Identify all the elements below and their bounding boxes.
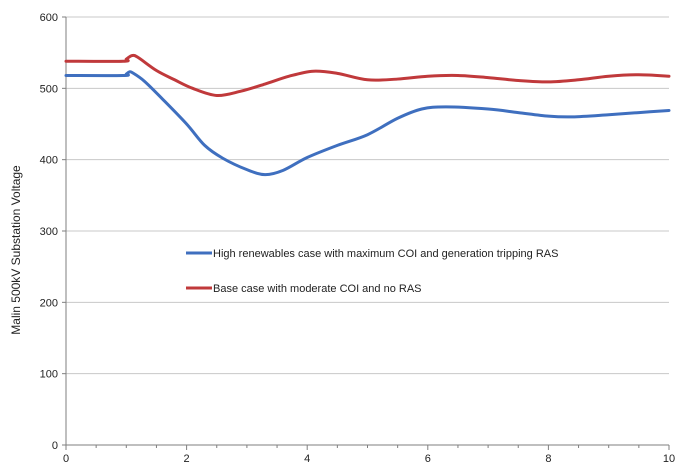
axes xyxy=(62,16,670,450)
y-axis-label: Malin 500kV Substation Voltage xyxy=(9,165,23,335)
y-tick-label: 200 xyxy=(40,297,58,309)
tick-labels: 0 100 200 300 400 500 600 0 2 4 6 8 10 xyxy=(40,12,675,465)
y-tick-label: 300 xyxy=(40,226,58,238)
x-tick-label: 10 xyxy=(663,453,675,465)
legend: High renewables case with maximum COI an… xyxy=(186,248,558,295)
series-line-2 xyxy=(64,53,671,97)
legend-label-1: High renewables case with maximum COI an… xyxy=(213,248,558,260)
x-tick-label: 6 xyxy=(425,453,431,465)
series-lines xyxy=(64,53,671,177)
grid-lines xyxy=(66,16,669,375)
y-tick-label: 600 xyxy=(40,12,58,24)
series-line-1 xyxy=(64,70,671,177)
y-tick-label: 500 xyxy=(40,83,58,95)
x-tick-label: 0 xyxy=(63,453,69,465)
x-tick-label: 4 xyxy=(304,453,310,465)
y-tick-label: 0 xyxy=(52,440,58,452)
y-tick-label: 100 xyxy=(40,369,58,381)
y-tick-label: 400 xyxy=(40,155,58,167)
x-tick-label: 2 xyxy=(184,453,190,465)
x-tick-label: 8 xyxy=(545,453,551,465)
legend-label-2: Base case with moderate COI and no RAS xyxy=(213,283,422,295)
